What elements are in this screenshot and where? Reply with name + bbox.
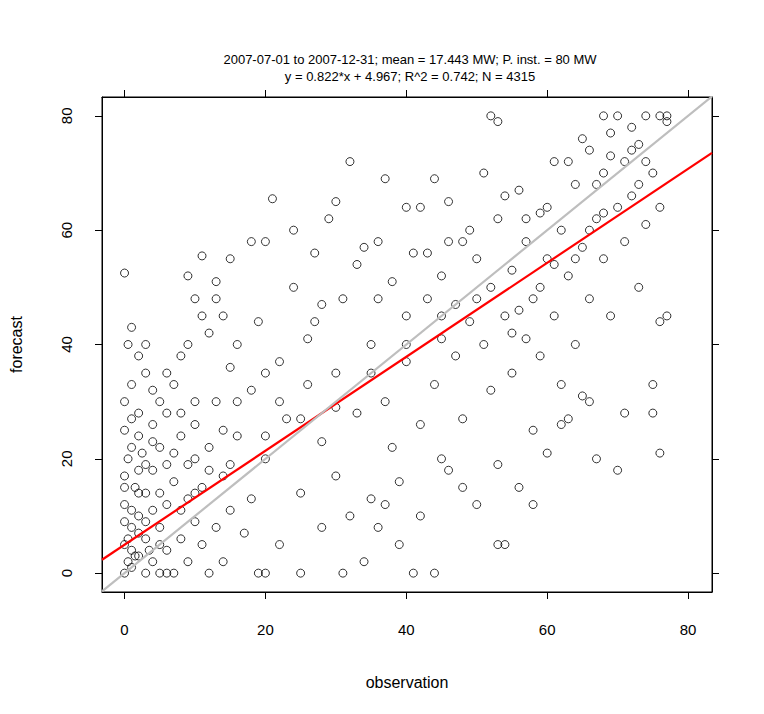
svg-text:40: 40 [58,336,75,353]
svg-text:80: 80 [680,621,697,638]
svg-text:0: 0 [58,569,75,577]
svg-text:60: 60 [539,621,556,638]
svg-text:40: 40 [398,621,415,638]
svg-text:forecast: forecast [8,315,25,372]
svg-text:0: 0 [120,621,128,638]
svg-text:20: 20 [58,450,75,467]
svg-text:60: 60 [58,222,75,239]
svg-text:2007-07-01 to 2007-12-31; mean: 2007-07-01 to 2007-12-31; mean = 17.443 … [223,52,597,67]
svg-text:80: 80 [58,108,75,125]
svg-text:observation: observation [366,674,449,691]
svg-text:y = 0.822*x + 4.967; R^2 = 0.7: y = 0.822*x + 4.967; R^2 = 0.742; N = 43… [285,69,535,84]
svg-text:20: 20 [257,621,274,638]
